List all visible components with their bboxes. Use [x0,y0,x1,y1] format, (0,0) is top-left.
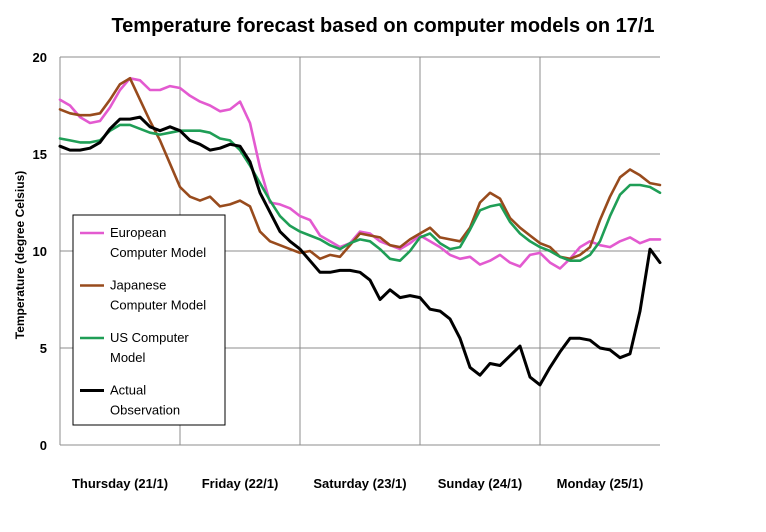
series-line-european-computer-model [58,77,662,270]
legend-label: Observation [110,403,180,418]
legend-label: US Computer [110,330,189,345]
y-tick-label: 10 [33,244,47,259]
series-line-us-computer-model [58,123,662,263]
y-tick-label: 5 [40,341,47,356]
legend-label: Computer Model [110,298,206,313]
legend-label: Computer Model [110,245,206,260]
x-tick-label: Friday (22/1) [202,476,279,491]
x-tick-label: Monday (25/1) [557,476,644,491]
chart-title: Temperature forecast based on computer m… [111,15,654,37]
legend-label: Actual [110,383,146,398]
series-lines [58,77,662,387]
x-axis-ticks: Thursday (21/1) Friday (22/1) Saturday (23… [72,476,643,491]
series-line-actual-observation [58,115,662,387]
y-axis-ticks: 0 5 10 15 20 [33,50,47,453]
legend: European Computer Model Japanese Computer M… [72,214,226,426]
legend-label: European [110,225,166,240]
y-tick-label: 20 [33,50,47,65]
x-tick-label: Saturday (23/1) [313,476,406,491]
y-tick-label: 0 [40,438,47,453]
y-axis-label: Temperature (degree Celsius) [13,171,27,340]
legend-label: Japanese [110,278,166,293]
x-tick-label: Thursday (21/1) [72,476,168,491]
legend-label: Model [110,350,146,365]
x-tick-label: Sunday (24/1) [438,476,523,491]
y-tick-label: 15 [33,147,47,162]
